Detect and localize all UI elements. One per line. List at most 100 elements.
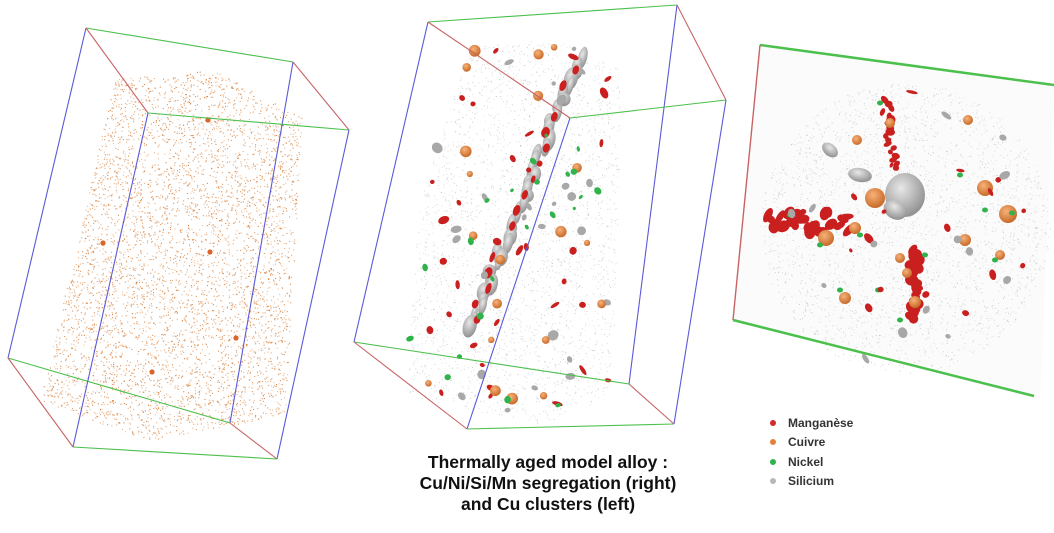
nickel-cluster xyxy=(594,187,602,195)
nickel-cluster xyxy=(549,211,556,219)
silicon-cluster xyxy=(821,283,827,288)
silicon-cluster xyxy=(999,170,1011,180)
manganese-cluster xyxy=(470,101,476,107)
manganese-segregation xyxy=(489,252,496,263)
copper-cluster xyxy=(865,188,885,208)
copper-cluster xyxy=(597,299,606,309)
copper-cluster xyxy=(533,49,544,60)
silicon-cluster xyxy=(862,353,870,364)
manganese-cluster xyxy=(799,208,807,215)
silicon-cluster xyxy=(525,202,532,211)
silicon-dot-icon xyxy=(770,478,776,485)
copper-cluster xyxy=(852,135,862,145)
nickel-cluster xyxy=(957,172,963,178)
manganese-cluster xyxy=(1020,263,1026,269)
silicon-cluster xyxy=(431,142,443,154)
manganese-cluster xyxy=(439,389,444,396)
nickel-cluster xyxy=(897,317,903,323)
copper-cluster xyxy=(963,115,973,125)
legend-label: Manganèse xyxy=(788,415,854,430)
manganese-cluster xyxy=(604,75,612,82)
cu-cluster xyxy=(100,240,106,246)
silicon-cluster xyxy=(965,247,974,256)
manganese-segregation xyxy=(888,104,895,112)
copper-cluster xyxy=(959,234,971,246)
nickel-cluster xyxy=(572,206,576,211)
middle-reconstruction xyxy=(353,4,727,430)
manganese-cluster xyxy=(455,280,460,290)
nickel-cluster xyxy=(576,146,580,152)
silicon-cluster xyxy=(883,200,907,220)
manganese-cluster xyxy=(446,311,452,318)
manganese-cluster xyxy=(987,188,994,197)
manganese-cluster xyxy=(849,248,853,253)
silicon-cluster xyxy=(571,46,577,51)
manganese-cluster xyxy=(962,310,970,317)
legend-item-nickel: Nickel xyxy=(770,452,890,472)
nickel-cluster xyxy=(857,232,863,238)
manganese-segregation xyxy=(572,65,580,75)
nickel-cluster xyxy=(817,242,823,248)
silicon-cluster xyxy=(567,192,577,201)
copper-cluster xyxy=(488,336,495,344)
manganese-cluster xyxy=(426,326,434,335)
copper-cluster xyxy=(849,222,861,234)
manganese-segregation xyxy=(509,221,516,231)
manganese-cluster xyxy=(493,47,499,54)
caption-line-1: Thermally aged model alloy : xyxy=(427,452,669,472)
manganese-cluster xyxy=(943,223,951,232)
legend-item-cuivre: Cuivre xyxy=(770,433,890,453)
silicon-cluster xyxy=(1003,275,1012,285)
nickel-cluster xyxy=(578,194,583,200)
silicon-segregation xyxy=(502,232,514,255)
manganese-segregation xyxy=(492,237,502,246)
nickel-cluster xyxy=(555,403,561,408)
manganese-cluster xyxy=(956,168,965,173)
silicon-cluster xyxy=(551,201,557,207)
nickel-cluster xyxy=(484,198,490,203)
manganese-segregation xyxy=(890,145,897,151)
nickel-cluster xyxy=(544,133,548,138)
manganese-cluster xyxy=(493,318,500,327)
manganese-cluster xyxy=(488,393,493,399)
cu-cluster xyxy=(233,335,239,341)
manganese-segregation xyxy=(883,141,892,147)
copper-cluster xyxy=(466,170,473,178)
manganese-cluster xyxy=(509,154,516,163)
manganese-segregation xyxy=(521,189,529,200)
manganese-segregation xyxy=(775,210,785,224)
manganese-segregation xyxy=(485,282,492,294)
manganese-cluster xyxy=(864,303,873,313)
copper-cluster xyxy=(995,250,1005,260)
nickel-cluster xyxy=(476,312,484,320)
manganese-cluster xyxy=(877,286,884,293)
cu-cluster xyxy=(207,249,213,255)
manganese-segregation xyxy=(763,208,773,223)
manganese-segregation xyxy=(879,108,886,116)
manganese-segregation xyxy=(834,221,846,229)
silicon-cluster xyxy=(787,208,796,219)
manganese-cluster xyxy=(469,342,478,349)
nickel-cluster xyxy=(922,252,928,258)
silicon-cluster xyxy=(848,167,872,183)
manganese-segregation xyxy=(471,299,479,309)
manganese-segregation xyxy=(542,143,550,153)
copper-cluster xyxy=(460,145,472,158)
silicon-cluster xyxy=(808,203,816,213)
manganese-cluster xyxy=(864,233,874,244)
nickel-cluster xyxy=(570,168,578,175)
right-reconstruction xyxy=(732,43,1054,400)
top-view-clusters xyxy=(763,90,1027,364)
copper-cluster xyxy=(584,239,591,246)
nickel-cluster xyxy=(490,275,495,282)
silicon-cluster xyxy=(537,223,546,230)
silicon-cluster xyxy=(577,226,586,236)
manganese-segregation xyxy=(530,175,536,183)
manganese-cluster xyxy=(989,269,997,281)
copper-cluster xyxy=(999,205,1017,223)
nickel-cluster xyxy=(444,374,451,381)
silicon-cluster xyxy=(922,305,930,314)
nickel-dot-icon xyxy=(770,458,776,465)
silicon-cluster xyxy=(504,407,511,413)
manganese-segregation xyxy=(887,149,893,155)
